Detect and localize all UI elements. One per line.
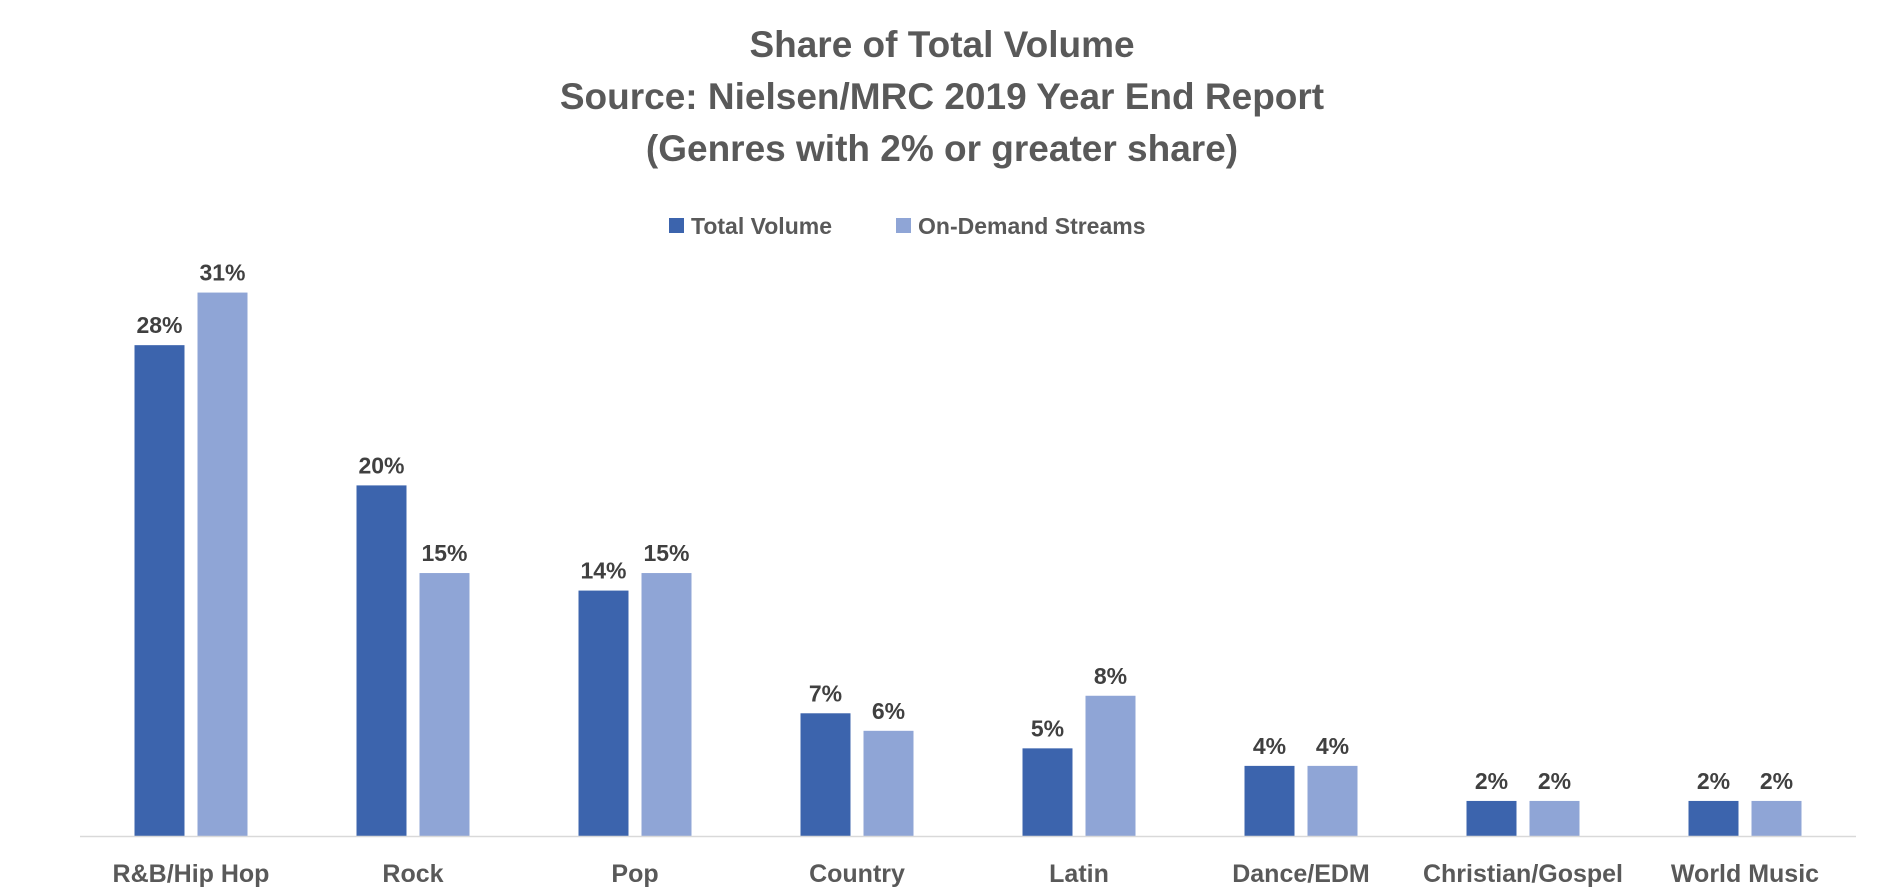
data-label-on-demand-streams-world-music: 2%: [1760, 768, 1793, 794]
category-label-latin: Latin: [1049, 860, 1109, 888]
bar-total-volume-country: [800, 713, 851, 836]
legend-label-total-volume: Total Volume: [691, 213, 832, 239]
legend: Total Volume On-Demand Streams: [669, 213, 1146, 239]
bar-on-demand-streams-latin: [1085, 695, 1136, 836]
chart-subtitle-note: (Genres with 2% or greater share): [645, 128, 1239, 169]
legend-label-on-demand-streams: On-Demand Streams: [918, 213, 1146, 239]
data-label-total-volume-country: 7%: [809, 680, 842, 706]
data-label-on-demand-streams-r-b-hip-hop: 31%: [199, 260, 245, 286]
data-label-group: 28% 31% 20% 15% 14% 15% 7% 6% 5% 8% 4% 4% 2% 2% 2% 2%: [136, 260, 1793, 794]
bar-on-demand-streams-world-music: [1751, 800, 1802, 836]
bar-total-volume-world-music: [1688, 800, 1739, 836]
category-label-dance-edm: Dance/EDM: [1232, 860, 1370, 888]
category-label-pop: Pop: [611, 860, 658, 888]
bar-total-volume-pop: [578, 590, 629, 836]
legend-swatch-total-volume: [669, 218, 684, 233]
data-label-total-volume-r-b-hip-hop: 28%: [136, 312, 182, 338]
category-label-world-music: World Music: [1671, 860, 1819, 888]
bar-on-demand-streams-r-b-hip-hop: [197, 292, 248, 836]
bar-total-volume-christian-gospel: [1466, 800, 1517, 836]
bar-group: [134, 292, 1802, 836]
data-label-on-demand-streams-country: 6%: [872, 698, 905, 724]
data-label-on-demand-streams-pop: 15%: [643, 540, 689, 566]
data-label-on-demand-streams-latin: 8%: [1094, 663, 1127, 689]
data-label-total-volume-rock: 20%: [358, 452, 404, 478]
bar-total-volume-latin: [1022, 748, 1073, 836]
data-label-total-volume-pop: 14%: [580, 558, 626, 584]
category-label-christian-gospel: Christian/Gospel: [1423, 860, 1623, 888]
bar-total-volume-rock: [356, 485, 407, 836]
legend-swatch-on-demand-streams: [896, 218, 911, 233]
bar-total-volume-r-b-hip-hop: [134, 345, 185, 836]
chart-title: Share of Total Volume: [749, 24, 1135, 65]
chart-subtitle-source: Source: Nielsen/MRC 2019 Year End Report: [559, 76, 1325, 117]
bar-total-volume-dance-edm: [1244, 765, 1295, 836]
data-label-on-demand-streams-dance-edm: 4%: [1316, 733, 1349, 759]
data-label-total-volume-christian-gospel: 2%: [1475, 768, 1508, 794]
data-label-total-volume-dance-edm: 4%: [1253, 733, 1286, 759]
data-label-total-volume-latin: 5%: [1031, 715, 1064, 741]
data-label-total-volume-world-music: 2%: [1697, 768, 1730, 794]
bar-on-demand-streams-dance-edm: [1307, 765, 1358, 836]
bar-on-demand-streams-pop: [641, 573, 692, 836]
category-label-r-b-hip-hop: R&B/Hip Hop: [113, 860, 270, 888]
category-axis-labels: R&B/Hip Hop Rock Pop Country Latin Dance/EDM C…: [113, 860, 1820, 888]
bar-on-demand-streams-rock: [419, 573, 470, 836]
category-label-country: Country: [809, 860, 905, 888]
data-label-on-demand-streams-rock: 15%: [421, 540, 467, 566]
data-label-on-demand-streams-christian-gospel: 2%: [1538, 768, 1571, 794]
category-label-rock: Rock: [382, 860, 443, 888]
bar-on-demand-streams-christian-gospel: [1529, 800, 1580, 836]
bar-on-demand-streams-country: [863, 730, 914, 836]
